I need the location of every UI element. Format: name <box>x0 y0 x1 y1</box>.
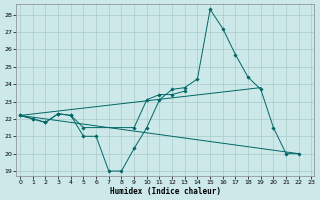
X-axis label: Humidex (Indice chaleur): Humidex (Indice chaleur) <box>110 187 220 196</box>
